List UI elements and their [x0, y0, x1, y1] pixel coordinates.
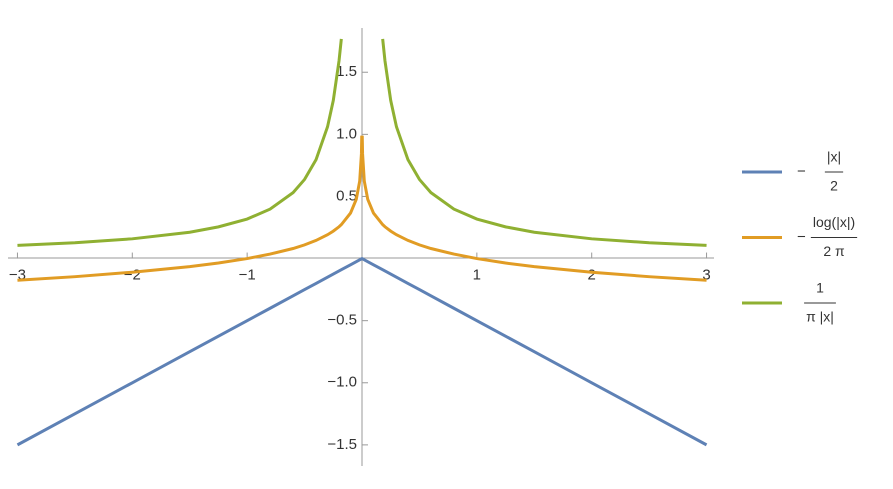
line-series — [17, 135, 707, 282]
legend-numerator: 1 — [816, 280, 824, 296]
y-tick-label: 0.5 — [336, 187, 357, 204]
legend-sign: − — [797, 228, 806, 245]
legend-numerator: log(|x|) — [813, 214, 855, 230]
x-tick-label: −2 — [124, 267, 141, 284]
legend-denominator: 2 π — [823, 243, 845, 259]
y-tick-label: −1.0 — [327, 374, 357, 391]
y-tick-label: −1.5 — [327, 436, 357, 453]
legend-sign: − — [797, 163, 806, 180]
x-tick-label: 3 — [702, 267, 710, 284]
x-tick-label: 2 — [588, 267, 596, 284]
legend-denominator: π |x| — [806, 309, 834, 325]
legend-numerator: |x| — [827, 149, 841, 165]
line-series — [16, 256, 708, 447]
legend-denominator: 2 — [830, 178, 838, 194]
y-tick-label: 1.0 — [336, 125, 357, 142]
y-tick-label: −0.5 — [327, 312, 357, 329]
line-series — [17, 38, 707, 247]
x-tick-label: −1 — [239, 267, 256, 284]
y-tick-label: 1.5 — [336, 63, 357, 80]
x-tick-label: 1 — [473, 267, 481, 284]
